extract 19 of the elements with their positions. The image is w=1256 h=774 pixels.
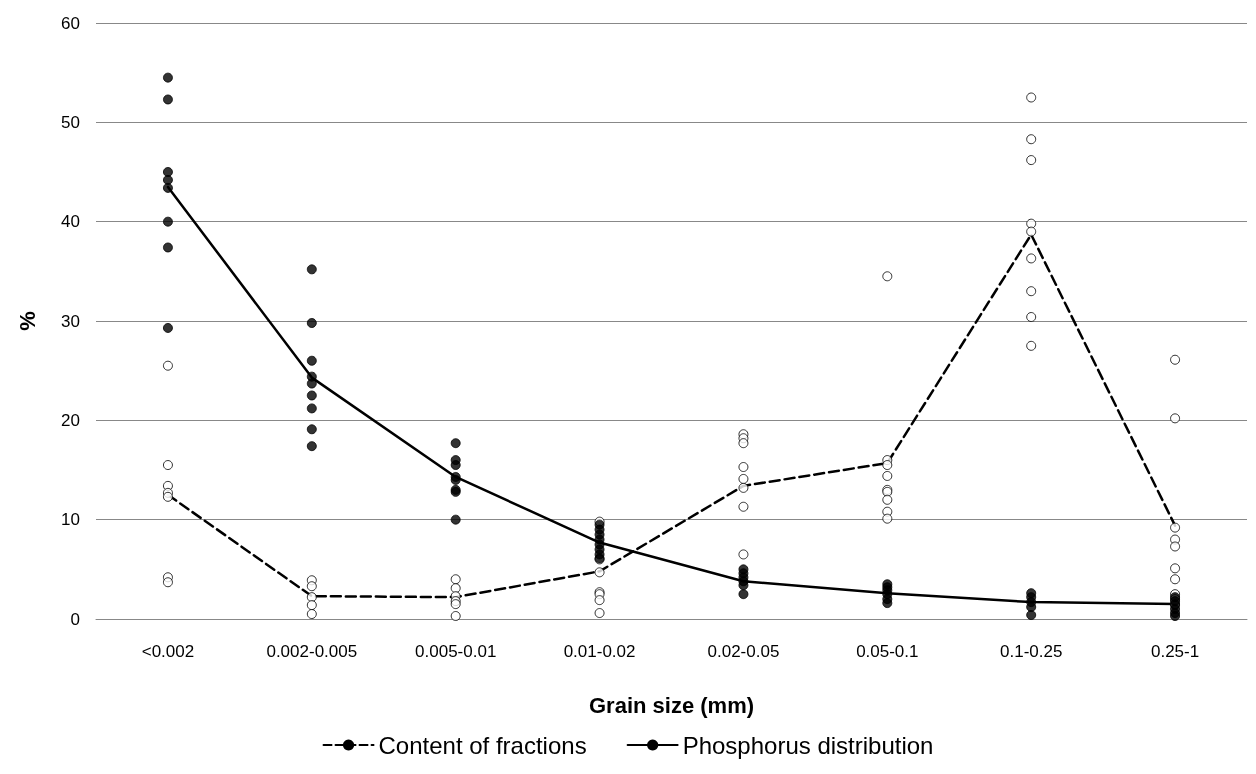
y-tick-label: 0 bbox=[70, 609, 80, 629]
x-tick-label: 0.25-1 bbox=[1150, 642, 1200, 661]
y-tick-label: 20 bbox=[61, 410, 80, 430]
y-tick-label: 60 bbox=[61, 13, 80, 33]
y-tick-label: 50 bbox=[61, 112, 80, 132]
x-tick-label: 0.1-0.25 bbox=[999, 642, 1063, 661]
y-tick-label: 30 bbox=[61, 311, 80, 331]
legend-label: Content of fractions bbox=[378, 731, 587, 759]
y-tick-label: 40 bbox=[61, 212, 80, 232]
legend-label: Phosphorus distribution bbox=[682, 731, 934, 759]
x-tick-label: 0.05-0.1 bbox=[856, 642, 919, 661]
x-tick-label: 0.01-0.02 bbox=[563, 642, 636, 661]
x-tick-label: 0.002-0.005 bbox=[266, 642, 358, 661]
y-axis-title: % bbox=[14, 311, 40, 331]
x-tick-label: <0.002 bbox=[141, 642, 195, 661]
x-axis-title: Grain size (mm) bbox=[588, 692, 755, 718]
x-tick-label: 0.02-0.05 bbox=[707, 642, 780, 661]
y-tick-label: 10 bbox=[61, 510, 80, 530]
x-tick-label: 0.005-0.01 bbox=[415, 642, 497, 661]
